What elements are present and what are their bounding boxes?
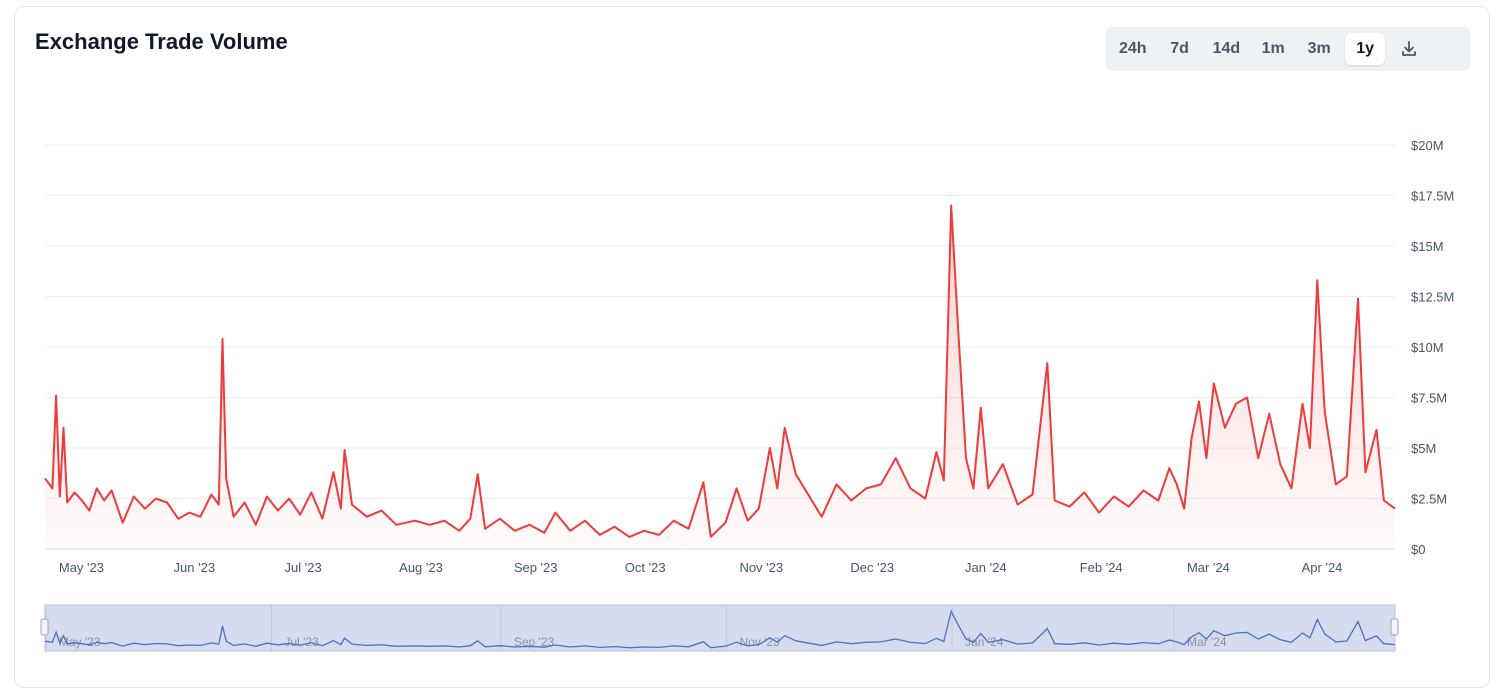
y-tick-label: $15M — [1411, 239, 1444, 254]
y-tick-label: $2.5M — [1411, 492, 1447, 507]
x-tick-label: Dec '23 — [850, 560, 894, 575]
navigator-line — [44, 609, 1396, 649]
chart-title: Exchange Trade Volume — [35, 29, 288, 54]
download-icon — [1402, 41, 1417, 56]
y-tick-label: $5M — [1411, 441, 1436, 456]
navigator-tick-label: Mar '24 — [1187, 635, 1227, 649]
navigator-tick-label: Nov '23 — [739, 635, 780, 649]
x-tick-label: Aug '23 — [399, 560, 443, 575]
x-tick-label: Jan '24 — [965, 560, 1007, 575]
range-7d-button[interactable]: 7d — [1160, 33, 1200, 65]
range-24h-button[interactable]: 24h — [1112, 33, 1154, 65]
time-range-selector: 24h 7d 14d 1m 3m 1y — [1105, 27, 1471, 71]
y-tick-label: $20M — [1411, 138, 1444, 153]
y-axis: $20M $17.5M $15M $12.5M $10M $7.5M $5M $2.5M $0 — [1411, 138, 1454, 557]
x-tick-label: May '23 — [59, 560, 104, 575]
y-tick-label: $7.5M — [1411, 391, 1447, 406]
navigator-right-handle[interactable] — [1390, 618, 1399, 636]
range-3m-button[interactable]: 3m — [1299, 33, 1339, 65]
navigator-tick-label: Jul '23 — [285, 635, 320, 649]
navigator-left-handle[interactable] — [40, 618, 49, 636]
y-tick-label: $12.5M — [1411, 290, 1454, 305]
x-tick-label: Apr '24 — [1302, 560, 1343, 575]
x-tick-label: Sep '23 — [514, 560, 558, 575]
download-button[interactable] — [1391, 33, 1427, 65]
range-1y-button[interactable]: 1y — [1345, 33, 1386, 65]
x-tick-label: Oct '23 — [625, 560, 666, 575]
y-tick-label: $0 — [1411, 542, 1425, 557]
x-tick-label: Nov '23 — [739, 560, 783, 575]
navigator-tick-label: May '23 — [59, 635, 101, 649]
x-tick-label: Jul '23 — [285, 560, 322, 575]
navigator-tick-label: Jan '24 — [965, 635, 1004, 649]
range-14d-button[interactable]: 14d — [1206, 33, 1248, 65]
x-axis: May '23 Jun '23 Jul '23 Aug '23 Sep '23 Oct '… — [59, 560, 1343, 575]
volume-area — [45, 205, 1395, 549]
x-tick-label: Jun '23 — [174, 560, 216, 575]
volume-line[interactable] — [44, 204, 1396, 538]
range-navigator[interactable]: May '23 Jul '23 Sep '23 Nov '23 Jan '24 Mar '… — [40, 604, 1399, 652]
y-tick-label: $17.5M — [1411, 189, 1454, 204]
y-tick-label: $10M — [1411, 340, 1444, 355]
x-tick-label: Feb '24 — [1080, 560, 1123, 575]
range-1m-button[interactable]: 1m — [1253, 33, 1293, 65]
x-tick-label: Mar '24 — [1187, 560, 1230, 575]
navigator-tick-label: Sep '23 — [514, 635, 555, 649]
